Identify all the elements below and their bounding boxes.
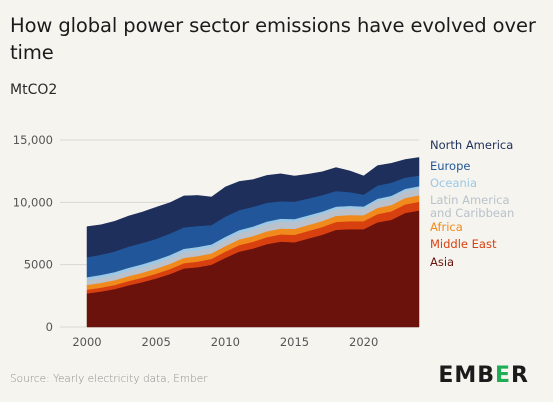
y-tick-label: 0 bbox=[46, 320, 53, 334]
x-tick-label: 2005 bbox=[142, 335, 171, 349]
y-tick-label: 10,000 bbox=[13, 195, 53, 209]
area-north-america bbox=[86, 157, 420, 258]
legend-item-north-america: North America bbox=[430, 138, 513, 152]
legend: North America Europe Oceania Latin America a… bbox=[430, 138, 514, 269]
stacked-areas bbox=[86, 157, 420, 328]
unit-label: MtCO2 bbox=[10, 82, 58, 98]
x-tick-label: 2000 bbox=[72, 335, 101, 349]
legend-item-middle-east: Middle East bbox=[430, 237, 497, 251]
y-axis: 0 5000 10,000 15,000 bbox=[13, 133, 53, 334]
legend-item-europe: Europe bbox=[430, 159, 470, 173]
legend-item-oceania: Oceania bbox=[430, 176, 477, 190]
y-tick-label: 15,000 bbox=[13, 133, 53, 147]
x-axis: 2000 2005 2010 2015 2020 bbox=[72, 335, 378, 349]
legend-item-africa: Africa bbox=[430, 220, 463, 234]
legend-item-asia: Asia bbox=[430, 255, 454, 269]
x-tick-label: 2010 bbox=[211, 335, 240, 349]
x-tick-label: 2020 bbox=[349, 335, 378, 349]
x-tick-label: 2015 bbox=[280, 335, 309, 349]
source-note: Source: Yearly electricity data, Ember bbox=[10, 373, 208, 385]
legend-item-latin-america-and-caribbean: Latin America and Caribbean bbox=[430, 193, 514, 220]
y-tick-label: 5000 bbox=[24, 258, 53, 272]
ember-logo: EMBER bbox=[438, 363, 529, 388]
chart-title: How global power sector emissions have e… bbox=[10, 14, 536, 64]
